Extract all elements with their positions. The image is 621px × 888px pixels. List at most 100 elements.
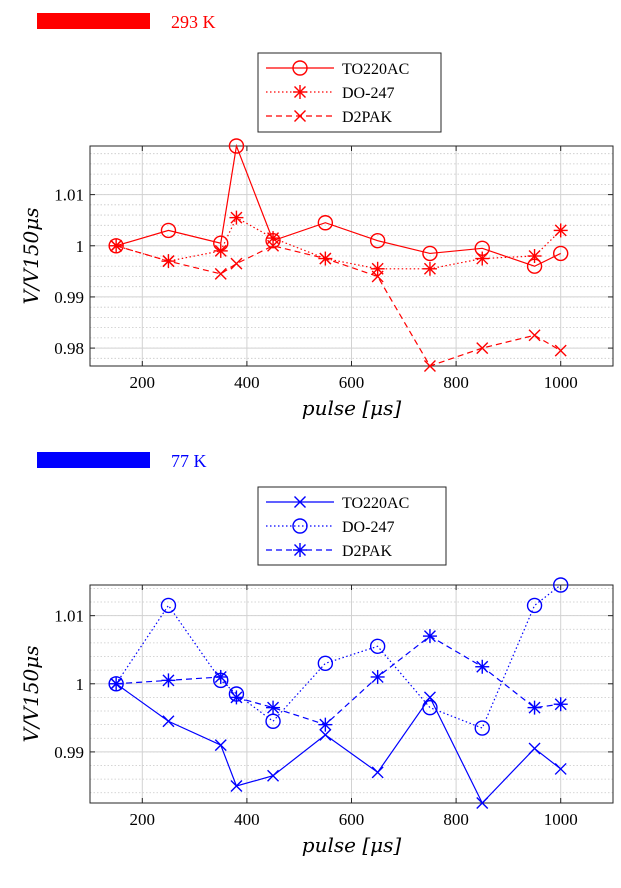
data-point xyxy=(161,673,176,688)
legend-label: DO-247 xyxy=(342,519,394,536)
temperature-label-293k: 293 K xyxy=(171,12,216,32)
x-axis-label: pulse [μs] xyxy=(302,833,402,857)
data-point xyxy=(317,655,334,672)
x-tick-label: 200 xyxy=(130,373,156,392)
legend-box xyxy=(257,52,442,133)
legend-77k: TO220AC DO-247 D2PAK xyxy=(257,486,447,566)
data-point xyxy=(371,270,384,283)
data-point xyxy=(371,766,384,779)
data-point xyxy=(553,245,569,262)
y-tick-label: 0.99 xyxy=(54,743,84,762)
y-tick-label: 1 xyxy=(76,675,85,694)
data-point xyxy=(319,728,332,741)
legend-marker xyxy=(292,60,308,76)
major-grid xyxy=(90,146,613,366)
data-point xyxy=(553,223,568,238)
x-axis-label: pulse [μs] xyxy=(302,396,402,420)
data-point xyxy=(370,669,385,684)
data-point xyxy=(369,232,386,249)
data-point xyxy=(528,329,541,342)
data-point xyxy=(266,231,281,246)
plot-area-77k: 200 400 600 800 1000 0.99 1 1.01 pulse [μs] V/V15… xyxy=(19,577,614,857)
series-line xyxy=(115,143,561,267)
data-point xyxy=(317,215,334,231)
data-point xyxy=(230,779,243,792)
data-point xyxy=(527,700,542,715)
legend-marker xyxy=(292,518,308,534)
x-tick-label: 600 xyxy=(339,373,365,392)
data-point xyxy=(266,700,281,715)
temperature-swatch-77k xyxy=(37,452,150,468)
data-point xyxy=(319,252,332,265)
legend-marker xyxy=(294,496,306,508)
data-point xyxy=(370,261,385,276)
y-tick-label: 0.99 xyxy=(54,288,84,307)
legend-label: DO-247 xyxy=(342,85,394,102)
legend-marker xyxy=(293,543,307,557)
data-point xyxy=(213,669,228,684)
data-point xyxy=(475,251,490,266)
data-point xyxy=(162,255,175,268)
plot-area-293k: 200 400 600 800 1000 0.98 0.99 1 1.01 pulse [μs] V… xyxy=(19,138,614,420)
series-do-247 xyxy=(108,577,569,736)
y-tick-label: 1 xyxy=(76,237,85,256)
data-point xyxy=(110,239,123,252)
legend-label: TO220AC xyxy=(342,495,409,512)
data-point xyxy=(213,243,228,258)
data-point xyxy=(160,222,177,239)
temperature-swatch-293k xyxy=(37,13,150,29)
series-d2pak xyxy=(109,629,568,732)
data-point xyxy=(476,342,489,355)
data-point xyxy=(162,715,175,728)
data-point xyxy=(160,597,177,614)
legend-label: D2PAK xyxy=(342,109,393,126)
data-point xyxy=(109,676,124,691)
data-point xyxy=(554,344,567,357)
data-point xyxy=(526,597,543,614)
y-axis-label: V/V150μs xyxy=(19,645,43,742)
data-point xyxy=(554,762,567,775)
x-tick-label: 1000 xyxy=(544,810,578,829)
data-point xyxy=(528,742,541,755)
x-tick-label: 400 xyxy=(234,810,260,829)
data-point xyxy=(422,699,438,716)
data-point xyxy=(422,261,437,276)
legend-293k: TO220AC DO-247 D2PAK xyxy=(257,52,442,133)
x-tick-label: 600 xyxy=(339,810,365,829)
major-grid xyxy=(90,585,613,803)
legend-marker xyxy=(294,110,306,122)
y-tick-label: 1.01 xyxy=(54,186,84,205)
data-point xyxy=(229,210,244,225)
y-tick-label: 0.98 xyxy=(54,339,84,358)
data-point xyxy=(369,638,386,655)
data-point xyxy=(267,769,280,782)
data-point xyxy=(318,717,333,732)
chart-293k: 293 K TO220AC DO-247 D2PAK 200 400 600 800 100… xyxy=(19,12,614,420)
x-tick-label: 800 xyxy=(443,810,469,829)
series-d2pak xyxy=(110,239,567,372)
data-point xyxy=(553,577,569,593)
data-point xyxy=(228,138,245,154)
data-point xyxy=(422,629,437,644)
data-point xyxy=(553,697,568,712)
data-point xyxy=(214,267,227,280)
y-axis-label: V/V150μs xyxy=(19,207,43,304)
x-tick-label: 800 xyxy=(443,373,469,392)
y-tick-label: 1.01 xyxy=(54,607,84,626)
data-point xyxy=(527,249,542,263)
data-point xyxy=(423,360,436,372)
data-point xyxy=(229,690,244,705)
data-point xyxy=(474,720,490,736)
data-point xyxy=(476,797,489,809)
legend-box xyxy=(257,486,447,566)
data-point xyxy=(230,257,243,270)
data-point xyxy=(214,739,227,752)
legend-marker xyxy=(293,85,307,99)
legend-label: D2PAK xyxy=(342,543,393,560)
legend-label: TO220AC xyxy=(342,61,409,78)
data-point xyxy=(422,245,438,262)
data-point xyxy=(267,239,280,252)
data-point xyxy=(475,659,490,674)
x-tick-label: 400 xyxy=(234,373,260,392)
x-tick-label: 1000 xyxy=(544,373,578,392)
